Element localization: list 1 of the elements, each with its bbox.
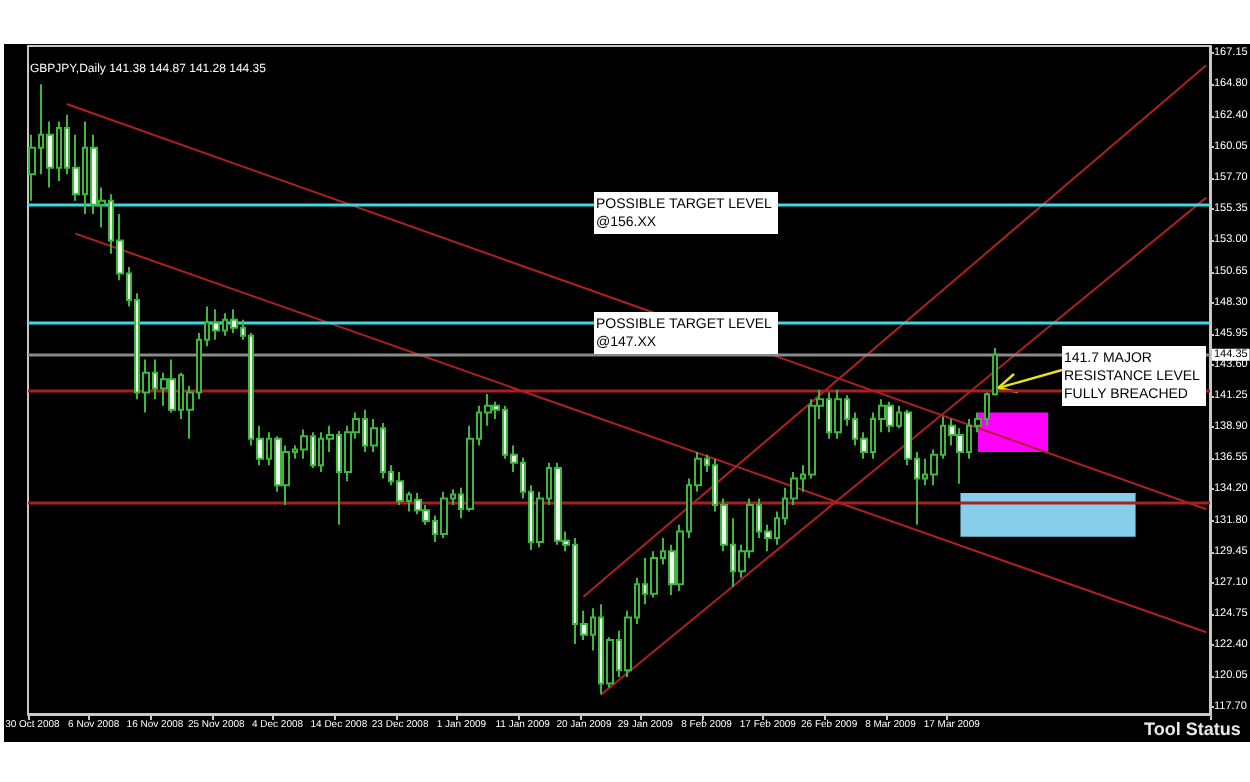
text: Tool Status bbox=[1144, 719, 1241, 739]
